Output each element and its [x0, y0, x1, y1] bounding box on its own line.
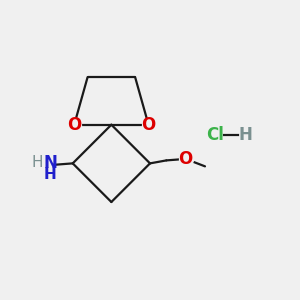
Text: H: H [32, 155, 43, 170]
Text: H: H [238, 126, 252, 144]
Text: O: O [178, 150, 193, 168]
Text: O: O [141, 116, 156, 134]
Text: O: O [67, 116, 81, 134]
Text: N: N [44, 154, 57, 172]
Text: H: H [44, 167, 57, 182]
Text: Cl: Cl [206, 126, 224, 144]
